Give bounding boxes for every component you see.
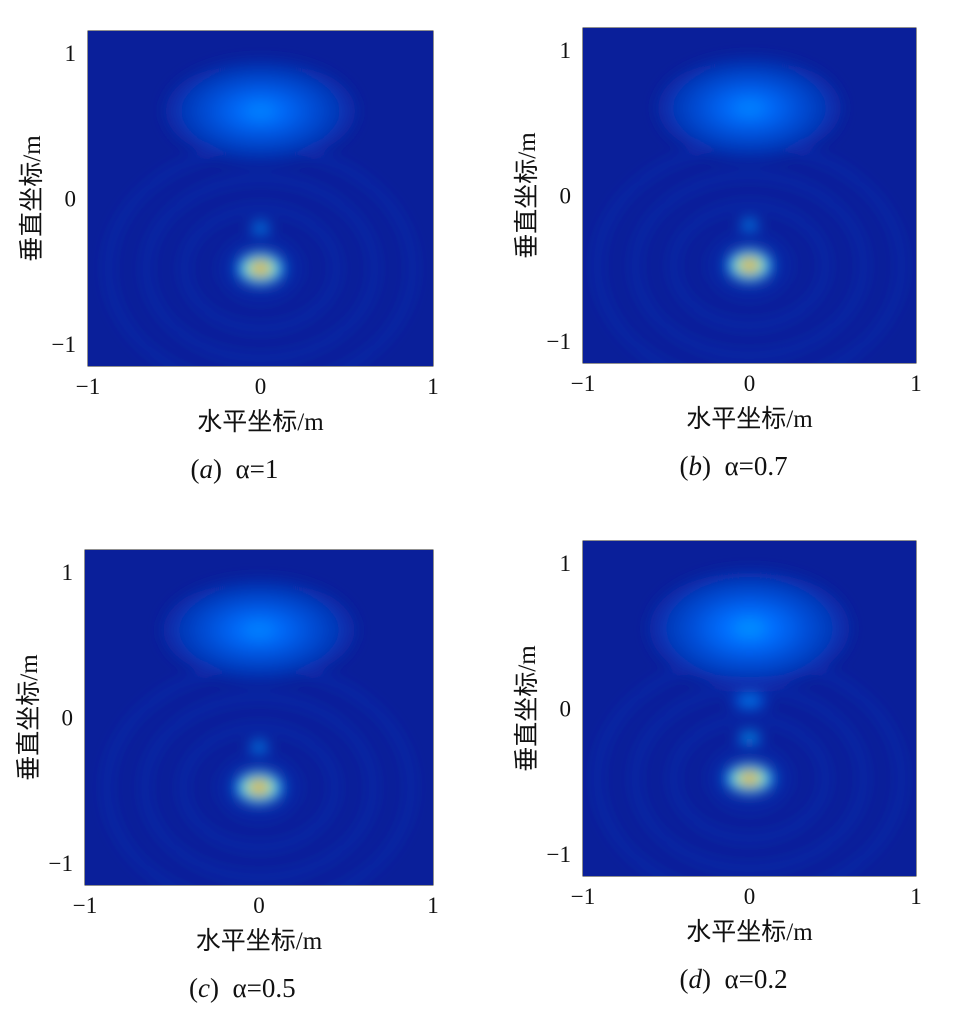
caption-letter: (d) [679, 964, 712, 994]
panel-d: −1 0 1 −1 0 1 水平坐标/m 垂直坐标/m (d) α=0.2 [483, 516, 966, 1032]
y-tick-label: 0 [65, 187, 77, 212]
subfigure-caption: (d) α=0.2 [680, 964, 788, 995]
y-tick-label: 1 [560, 551, 572, 576]
caption-value: α=0.2 [724, 964, 788, 994]
subfigure-caption: (a) α=1 [191, 454, 279, 485]
intensity-blob-0 [243, 621, 275, 639]
intensity-blob-1 [257, 744, 261, 749]
ripple-ring [180, 724, 338, 851]
intensity-blob-1 [747, 222, 752, 227]
caption-letter: (b) [679, 451, 712, 481]
y-tick-label: 0 [560, 184, 572, 209]
ripple-ring [670, 202, 829, 329]
intensity-blob-2 [745, 262, 754, 269]
ripple-ring [670, 715, 829, 842]
x-tick-label: 0 [744, 884, 756, 909]
x-tick-label: 0 [253, 893, 265, 918]
y-axis-label: 垂直坐标/m [18, 135, 46, 262]
ripple-ring [142, 694, 376, 881]
intensity-blob-1 [258, 225, 263, 230]
ripple-ring [632, 685, 867, 872]
heatmap-svg [594, 570, 905, 876]
x-tick-label: 1 [910, 371, 922, 396]
axes: −1 0 1 −1 0 1 水平坐标/m 垂直坐标/m [15, 549, 439, 955]
intensity-blob-1 [746, 699, 753, 704]
intensity-blob-2 [254, 784, 264, 791]
heatmap-svg [104, 579, 414, 885]
axes: −1 0 1 −1 0 1 水平坐标/m 垂直坐标/m [18, 30, 439, 436]
intensity-blob-2 [747, 735, 752, 740]
y-tick-label: −1 [49, 851, 73, 876]
ripple-ring [708, 232, 791, 299]
axes: −1 0 1 −1 0 1 水平坐标/m 垂直坐标/m [513, 540, 922, 946]
ripple-ring [218, 754, 300, 821]
y-axis-label: 垂直坐标/m [513, 645, 541, 772]
x-tick-label: −1 [73, 893, 97, 918]
x-tick-label: 0 [255, 374, 267, 399]
ripple-ring [219, 235, 302, 302]
y-tick-label: 0 [560, 697, 572, 722]
x-tick-label: 0 [744, 371, 756, 396]
y-tick-label: −1 [52, 332, 76, 357]
x-tick-label: 1 [910, 884, 922, 909]
axes: −1 0 1 −1 0 1 水平坐标/m 垂直坐标/m [513, 27, 922, 433]
panel-b: −1 0 1 −1 0 1 水平坐标/m 垂直坐标/m (b) α=0.7 [483, 0, 966, 516]
caption-value: α=0.7 [724, 451, 788, 481]
panel-c: −1 0 1 −1 0 1 水平坐标/m 垂直坐标/m (c) α=0.5 [0, 516, 483, 1032]
panel-a: −1 0 1 −1 0 1 水平坐标/m 垂直坐标/m (a) α=1 [0, 0, 483, 516]
y-tick-label: 0 [62, 706, 74, 731]
x-axis-label: 水平坐标/m [197, 408, 324, 436]
y-tick-label: 1 [62, 560, 74, 585]
caption-letter: (a) [190, 454, 223, 484]
subfigure-caption: (b) α=0.7 [680, 451, 788, 482]
heatmap-plot-area [583, 28, 916, 363]
ripple-ring [143, 175, 378, 362]
x-tick-label: −1 [76, 374, 100, 399]
x-tick-label: 1 [427, 893, 439, 918]
ripple-ring [708, 745, 791, 812]
x-axis-label: 水平坐标/m [686, 405, 813, 433]
heatmap-plot-area [583, 541, 916, 876]
x-axis-label: 水平坐标/m [196, 927, 323, 955]
caption-letter: (c) [189, 973, 219, 1003]
intensity-blob-0 [244, 102, 277, 120]
y-tick-label: 1 [65, 41, 77, 66]
y-tick-label: 1 [560, 38, 572, 63]
caption-value: α=0.5 [232, 973, 296, 1003]
ripple-ring [632, 172, 867, 359]
y-axis-label: 垂直坐标/m [15, 654, 43, 781]
x-axis-label: 水平坐标/m [686, 918, 813, 946]
intensity-blob-0 [732, 618, 767, 639]
x-tick-label: 1 [427, 374, 439, 399]
heatmap-plot-area [88, 31, 433, 366]
x-tick-label: −1 [571, 371, 595, 396]
intensity-blob-3 [745, 775, 754, 782]
ripple-ring [181, 205, 340, 332]
y-tick-label: −1 [547, 842, 571, 867]
intensity-blob-2 [256, 265, 265, 272]
y-axis-label: 垂直坐标/m [513, 132, 541, 259]
heatmap-svg [105, 60, 416, 366]
y-tick-label: −1 [547, 329, 571, 354]
intensity-blob-0 [734, 99, 765, 117]
heatmap-svg [594, 57, 905, 363]
x-tick-label: −1 [571, 884, 595, 909]
heatmap-plot-area [85, 550, 433, 885]
caption-value: α=1 [235, 454, 279, 484]
subfigure-caption: (c) α=0.5 [189, 973, 296, 1004]
